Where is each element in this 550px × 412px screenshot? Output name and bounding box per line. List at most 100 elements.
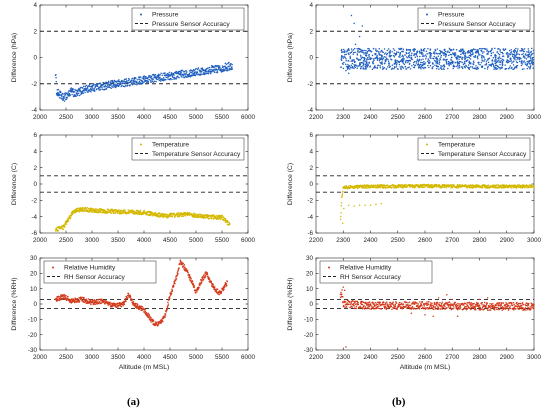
data-point xyxy=(79,89,81,91)
data-point xyxy=(376,50,379,52)
x-tick-label: 2800 xyxy=(472,354,487,361)
x-tick-label: 5000 xyxy=(189,114,204,121)
data-point xyxy=(505,67,508,70)
data-point xyxy=(127,84,129,87)
data-point xyxy=(117,212,119,215)
x-tick-label: 2800 xyxy=(472,114,487,121)
data-point xyxy=(217,293,219,295)
data-point xyxy=(136,78,139,81)
data-point xyxy=(340,56,343,58)
data-point xyxy=(90,87,92,90)
data-point xyxy=(346,50,349,52)
data-point xyxy=(434,306,437,308)
data-point xyxy=(492,51,494,54)
data-point xyxy=(67,218,69,221)
data-point xyxy=(54,230,57,232)
data-point xyxy=(216,288,219,290)
data-point xyxy=(226,68,229,70)
data-point xyxy=(497,52,500,55)
data-point xyxy=(420,59,422,61)
data-point xyxy=(344,53,346,56)
legend-box xyxy=(131,137,245,161)
data-point xyxy=(179,214,182,216)
data-point xyxy=(436,58,438,61)
data-point xyxy=(344,300,347,303)
data-point xyxy=(411,64,413,67)
data-point xyxy=(386,49,389,52)
data-point xyxy=(77,94,79,97)
data-point xyxy=(390,305,393,308)
data-point xyxy=(59,296,61,298)
data-point xyxy=(408,54,411,56)
data-point xyxy=(373,302,375,304)
data-point xyxy=(443,53,445,55)
data-point xyxy=(370,186,372,189)
data-point xyxy=(63,100,66,102)
data-point xyxy=(107,83,109,86)
data-point xyxy=(224,65,226,67)
data-point xyxy=(436,60,439,63)
x-tick-label: 2600 xyxy=(418,114,433,121)
data-point xyxy=(379,66,382,69)
data-point xyxy=(144,310,147,313)
data-point xyxy=(225,63,228,66)
y-tick-label: 30 xyxy=(306,255,314,262)
data-point xyxy=(153,80,156,82)
data-point xyxy=(362,60,365,62)
data-point xyxy=(224,217,227,220)
data-point xyxy=(482,55,485,58)
data-point xyxy=(375,48,377,50)
data-point xyxy=(364,306,367,308)
data-point xyxy=(496,65,499,68)
data-point xyxy=(343,51,346,53)
data-point xyxy=(404,54,406,56)
data-point xyxy=(82,92,84,95)
legend-marker xyxy=(140,13,142,16)
data-point xyxy=(394,52,396,55)
chart-pressure-a: 2000 2500 3000 3500 4000 4500 5000 5500 6000-4-2… xyxy=(11,2,255,121)
data-point xyxy=(419,55,421,58)
data-point xyxy=(369,49,371,52)
data-point xyxy=(418,64,421,67)
data-point xyxy=(515,66,518,69)
data-point xyxy=(374,65,376,67)
x-tick-label: 3500 xyxy=(111,114,126,121)
data-point xyxy=(370,304,372,306)
data-point xyxy=(514,50,516,53)
data-point xyxy=(419,63,422,66)
data-point xyxy=(481,66,483,69)
data-point xyxy=(437,306,439,309)
data-point xyxy=(449,303,452,305)
y-tick-label: -2 xyxy=(307,81,313,88)
data-point xyxy=(429,302,432,304)
data-point xyxy=(438,60,440,62)
data-point xyxy=(71,298,73,300)
data-point xyxy=(231,68,234,70)
y-tick-label: -4 xyxy=(307,214,313,221)
data-point xyxy=(214,215,216,218)
data-point xyxy=(361,307,364,310)
data-point xyxy=(168,71,171,74)
data-point xyxy=(129,295,132,298)
data-point xyxy=(466,56,468,59)
data-point xyxy=(490,52,493,54)
data-point xyxy=(64,223,67,225)
data-point xyxy=(112,305,115,307)
data-point xyxy=(371,68,374,71)
data-point xyxy=(452,64,455,66)
data-point xyxy=(341,192,344,194)
data-point xyxy=(409,68,412,70)
data-point xyxy=(443,65,446,68)
data-point xyxy=(213,66,216,68)
data-point xyxy=(344,56,346,59)
data-point xyxy=(350,48,353,50)
data-point xyxy=(428,66,430,69)
data-point xyxy=(390,187,393,189)
data-point xyxy=(432,65,434,68)
data-point xyxy=(357,65,359,67)
data-point xyxy=(154,324,157,327)
data-point xyxy=(457,62,459,64)
data-point xyxy=(500,51,502,54)
data-point xyxy=(75,301,78,303)
